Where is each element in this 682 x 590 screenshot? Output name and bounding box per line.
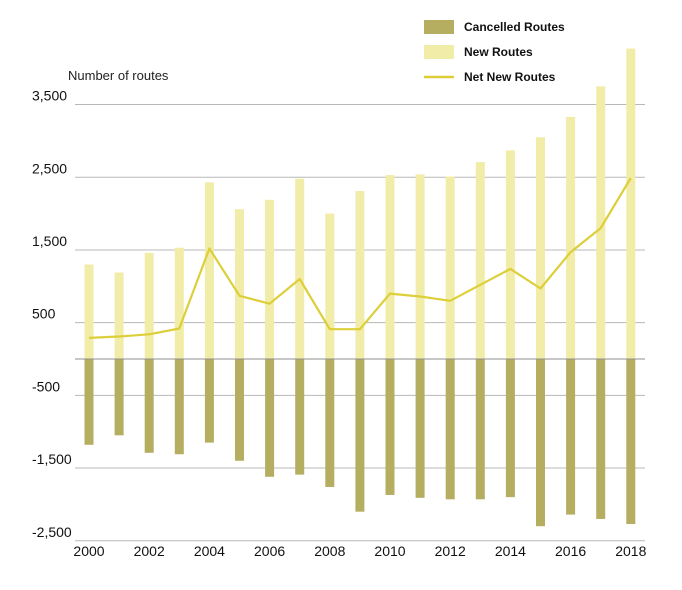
cancelled-routes-bar-2017 (596, 359, 606, 519)
new-routes-bar-2013 (475, 161, 485, 359)
cancelled-routes-bar-2001 (114, 359, 124, 436)
cancelled-routes-bar-2010 (385, 359, 395, 495)
cancelled-routes-bar-2006 (265, 359, 275, 477)
legend-swatch-new-routes (424, 45, 454, 59)
legend-swatch-cancelled-routes (424, 20, 454, 34)
x-tick-label: 2006 (254, 543, 285, 559)
x-tick-label: 2010 (374, 543, 405, 559)
y-tick-label: -2,500 (32, 524, 72, 540)
y-tick-label: 500 (32, 306, 56, 322)
y-tick-label: 2,500 (32, 160, 67, 176)
new-routes-bar-2015 (536, 137, 545, 359)
new-routes-bar-2012 (445, 176, 455, 359)
new-routes-bar-2001 (114, 272, 124, 359)
cancelled-routes-bar-2009 (355, 359, 365, 512)
y-axis-label: Number of routes (68, 68, 169, 83)
x-axis-ticks: 2000 2002 2004 2006 2008 2010 2012 2014 2016 2018 (73, 543, 646, 559)
x-tick-label: 2002 (134, 543, 165, 559)
cancelled-routes-bar-2000 (84, 359, 94, 445)
new-routes-bar-2017 (596, 86, 606, 359)
new-routes-bar-2008 (325, 213, 335, 359)
x-tick-label: 2000 (73, 543, 104, 559)
cancelled-routes-bar-2014 (505, 359, 515, 498)
y-tick-label: 1,500 (32, 233, 67, 249)
bars (84, 48, 636, 527)
new-routes-bar-2000 (84, 264, 94, 359)
new-routes-bar-2018 (626, 48, 636, 360)
cancelled-routes-bar-2007 (295, 359, 305, 475)
new-routes-bar-2014 (505, 150, 515, 359)
new-routes-bar-2007 (295, 178, 305, 359)
cancelled-routes-bar-2008 (325, 359, 335, 487)
y-tick-label: -1,500 (32, 451, 72, 467)
new-routes-bar-2009 (355, 191, 365, 359)
cancelled-routes-bar-2018 (626, 359, 636, 525)
cancelled-routes-bar-2013 (475, 359, 485, 500)
new-routes-bar-2006 (265, 199, 275, 359)
cancelled-routes-bar-2002 (144, 359, 154, 453)
cancelled-routes-bar-2003 (174, 359, 184, 455)
x-tick-label: 2008 (314, 543, 345, 559)
x-tick-label: 2018 (615, 543, 646, 559)
cancelled-routes-bar-2016 (566, 359, 576, 515)
y-axis-ticks: 3,500 2,500 1,500 500 -500 -1,500 -2,500 (32, 88, 72, 540)
legend-label-net-new-routes: Net New Routes (464, 70, 556, 84)
x-tick-label: 2014 (495, 543, 526, 559)
legend-label-new-routes: New Routes (464, 45, 533, 59)
y-tick-label: -500 (32, 378, 60, 394)
y-tick-label: 3,500 (32, 88, 67, 104)
cancelled-routes-bar-2004 (204, 359, 214, 443)
new-routes-bar-2004 (204, 182, 214, 359)
cancelled-routes-bar-2005 (235, 359, 244, 461)
cancelled-routes-bar-2012 (445, 359, 455, 500)
new-routes-bar-2011 (415, 174, 425, 359)
legend-label-cancelled-routes: Cancelled Routes (464, 20, 565, 34)
cancelled-routes-bar-2015 (536, 359, 545, 527)
new-routes-bar-2002 (144, 252, 154, 359)
new-routes-bar-2010 (385, 175, 395, 359)
new-routes-bar-2005 (235, 209, 244, 359)
new-routes-bar-2003 (174, 247, 184, 359)
net-line (88, 177, 632, 339)
cancelled-routes-bar-2011 (415, 359, 425, 498)
new-routes-bar-2016 (566, 116, 576, 359)
x-tick-label: 2012 (435, 543, 466, 559)
x-tick-label: 2016 (555, 543, 586, 559)
x-tick-label: 2004 (194, 543, 225, 559)
legend: Cancelled Routes New Routes Net New Routes (424, 20, 565, 84)
